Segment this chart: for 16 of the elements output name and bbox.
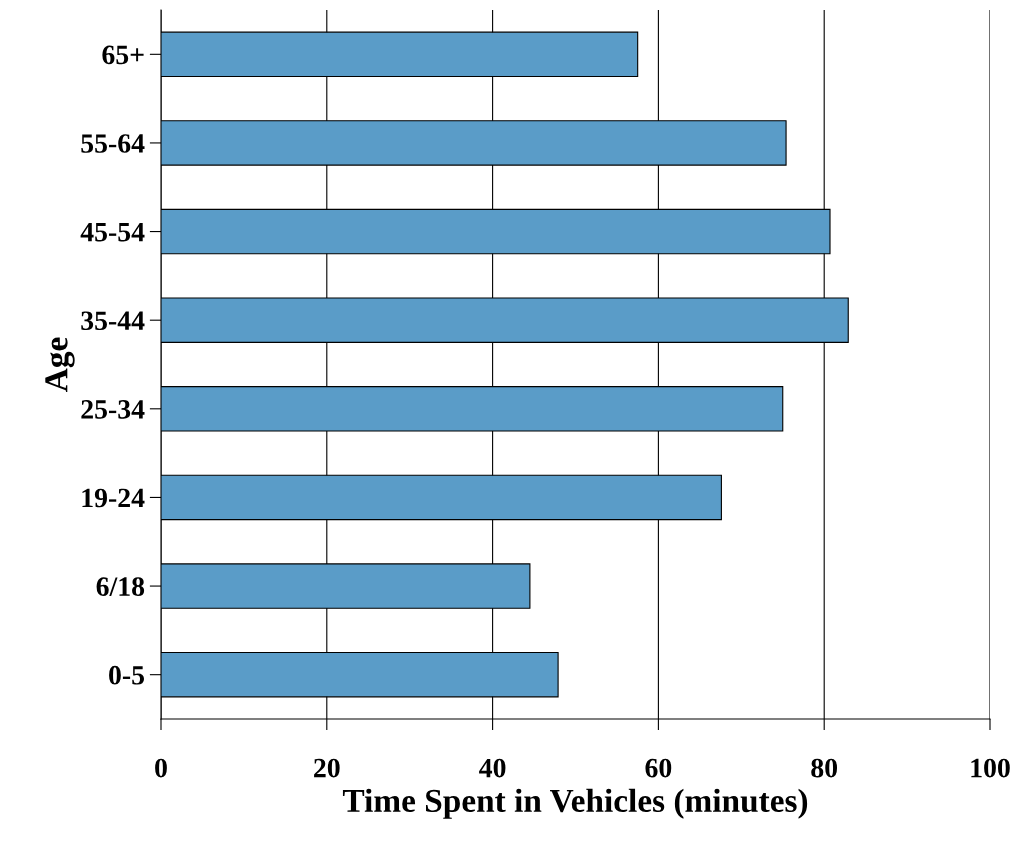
- y-tick-label: 6/18: [96, 577, 145, 596]
- y-tick-label: 0-5: [109, 665, 145, 685]
- x-tick-label: 60: [645, 758, 672, 778]
- y-tick-label: 25-34: [81, 400, 145, 419]
- y-tick-label: 55-64: [81, 134, 145, 153]
- x-tick-label: 80: [811, 758, 838, 778]
- x-tick-label: 20: [314, 758, 340, 778]
- y-axis-title: Age: [45, 337, 75, 392]
- y-tick-label: 45-54: [80, 222, 145, 242]
- y-tick-label: 35-44: [81, 311, 145, 331]
- x-tick-label: 40: [479, 758, 506, 778]
- x-tick-label: 0: [155, 758, 167, 778]
- x-tick-label: 100: [971, 758, 1010, 778]
- x-axis-title: Time Spent in Vehicles (minutes): [342, 788, 808, 819]
- y-tick-label: 65+: [102, 45, 144, 65]
- y-tick-label: 19-24: [82, 488, 145, 508]
